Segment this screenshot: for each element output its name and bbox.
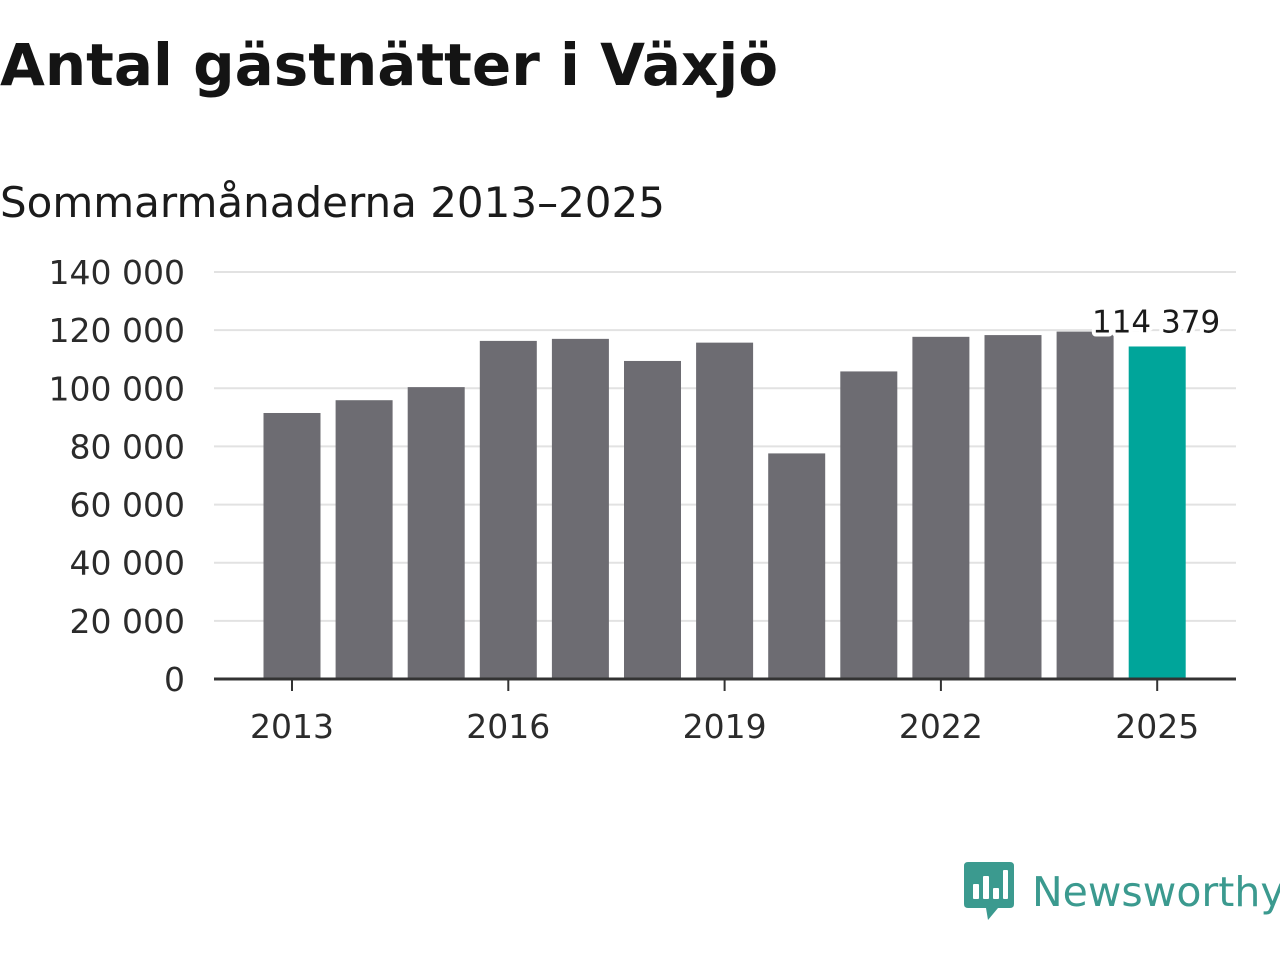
y-axis-ticks: 0 20 000 40 000 60 000 80 000 100 000 120 000 1… — [49, 253, 185, 699]
x-tick-label: 2022 — [899, 707, 983, 746]
bar — [407, 387, 465, 679]
newsworthy-brand: Newsworthy — [964, 862, 1280, 922]
y-tick-label: 40 000 — [70, 544, 185, 583]
newsworthy-logo-icon — [964, 862, 1014, 920]
y-tick-label: 20 000 — [70, 602, 185, 641]
bar — [984, 335, 1042, 679]
x-tick-label: 2019 — [683, 707, 767, 746]
y-tick-label: 60 000 — [70, 486, 185, 525]
bar-highlight — [1128, 346, 1186, 679]
y-tick-label: 120 000 — [49, 311, 185, 350]
y-tick-label: 0 — [164, 660, 185, 699]
bar — [1056, 331, 1114, 679]
bar — [335, 400, 393, 679]
x-axis-ticks: 2013 2016 2019 2022 2025 — [250, 679, 1199, 746]
bar — [263, 412, 321, 679]
bar — [551, 338, 609, 679]
chart-subtitle: Sommarmånaderna 2013–2025 — [0, 178, 665, 227]
chart-title: Antal gästnätter i Växjö — [0, 31, 779, 99]
value-label: 114 379 — [1092, 304, 1220, 340]
y-tick-label: 140 000 — [49, 253, 185, 292]
bars — [263, 331, 1186, 679]
x-tick-label: 2013 — [250, 707, 334, 746]
bar — [479, 340, 537, 679]
y-tick-label: 100 000 — [49, 369, 185, 408]
bar — [840, 371, 898, 679]
brand-name: Newsworthy — [1032, 867, 1280, 916]
x-tick-label: 2025 — [1115, 707, 1199, 746]
bar — [696, 342, 754, 679]
x-tick-label: 2016 — [466, 707, 550, 746]
y-tick-label: 80 000 — [70, 427, 185, 466]
bar — [912, 336, 970, 679]
data-labels: 114 379 — [1088, 300, 1224, 344]
bar — [624, 360, 681, 679]
bar — [768, 453, 826, 679]
